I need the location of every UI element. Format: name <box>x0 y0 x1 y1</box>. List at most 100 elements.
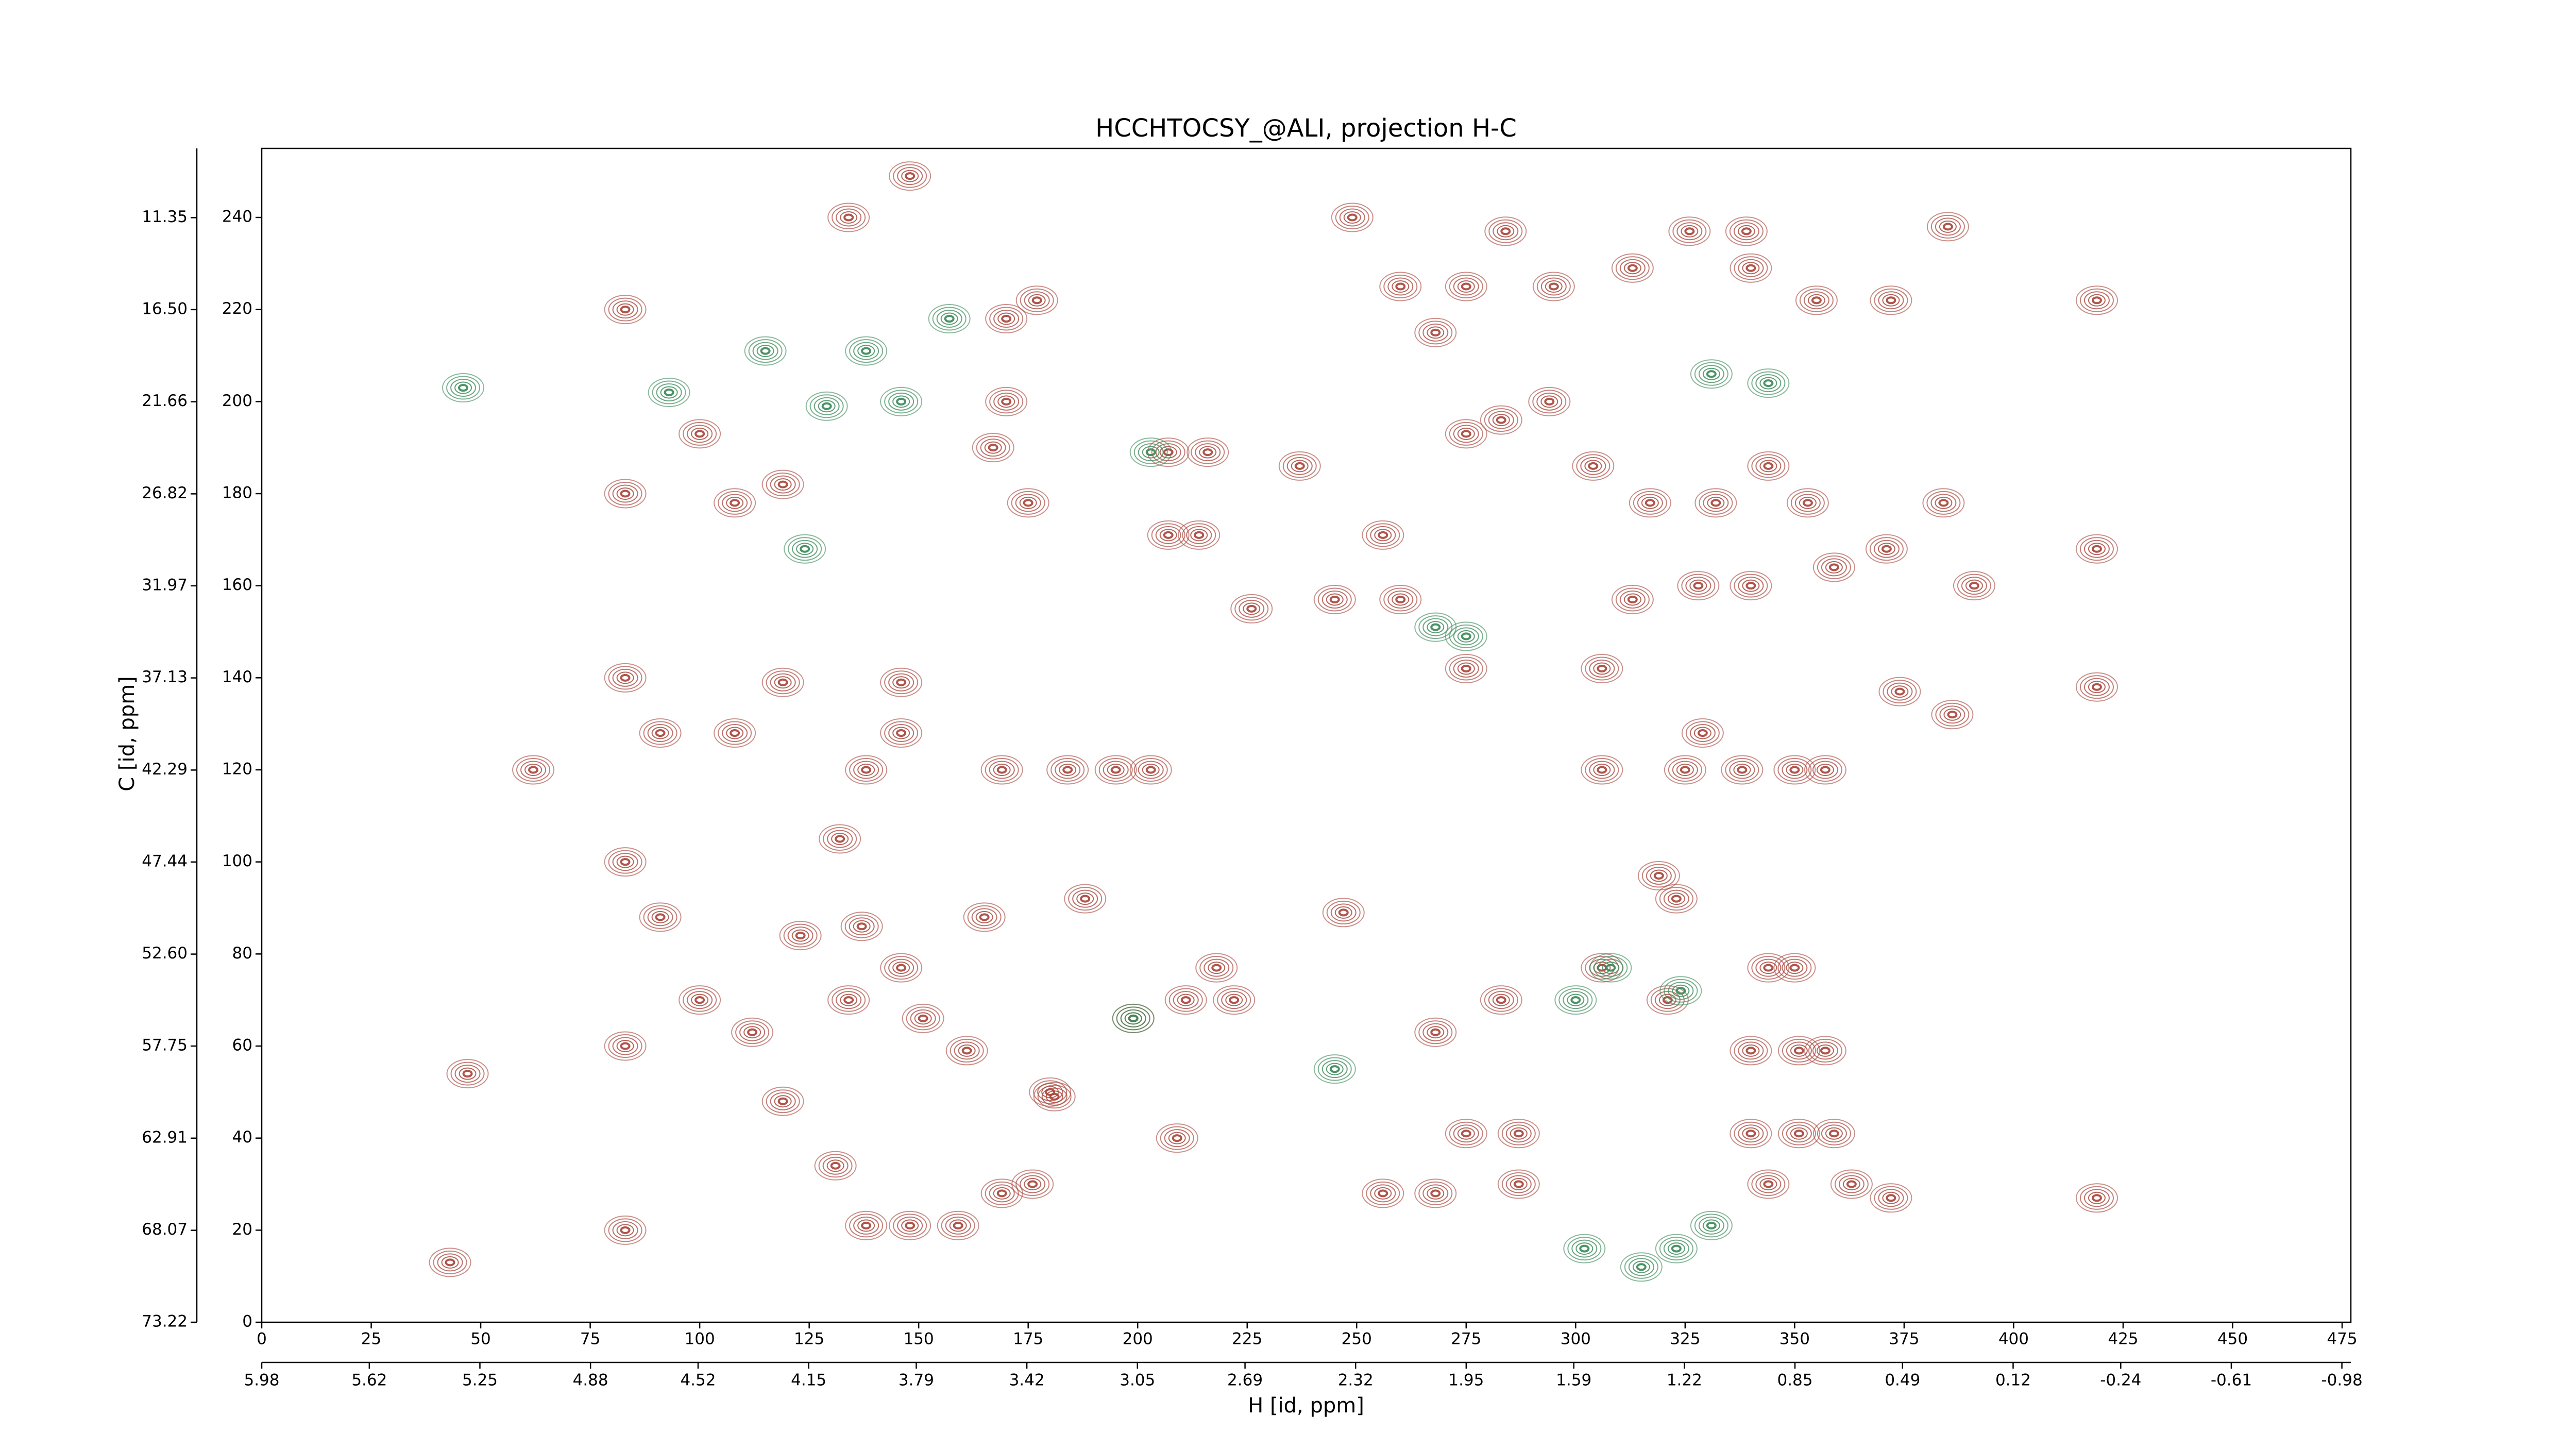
contour-level <box>1041 1086 1059 1099</box>
contour-level <box>1926 212 1969 242</box>
contour-level <box>1751 454 1786 478</box>
contour-level <box>892 395 910 408</box>
contour-level <box>1190 529 1208 542</box>
contour-level <box>1532 390 1567 414</box>
peak <box>1655 1234 1698 1263</box>
peak <box>1690 359 1733 389</box>
contour-level <box>1414 1178 1457 1208</box>
contour-level <box>1124 1012 1142 1025</box>
contour-level <box>1733 222 1759 241</box>
contour-level <box>1567 993 1585 1006</box>
contour-level <box>1151 440 1185 464</box>
peak <box>1572 451 1615 481</box>
contour-level <box>1217 988 1251 1012</box>
contour-level <box>1204 958 1230 977</box>
peak <box>604 479 647 509</box>
peak <box>1322 898 1365 928</box>
contour-level <box>608 1218 642 1242</box>
contour-level <box>648 377 690 407</box>
contour-level <box>1133 440 1168 464</box>
contour-level <box>845 336 888 366</box>
contour-level <box>1037 1085 1072 1109</box>
contour-level <box>1461 632 1471 641</box>
contour-level <box>784 534 826 564</box>
contour-level <box>1684 227 1695 235</box>
contour-level <box>1449 624 1483 648</box>
contour-level <box>1330 903 1357 922</box>
contour-level <box>2083 678 2110 696</box>
peak <box>1786 488 1829 518</box>
contour-level <box>1164 985 1207 1015</box>
contour-layer <box>429 161 2118 1282</box>
contour-level <box>1343 211 1361 224</box>
contour-level <box>1650 988 1685 1012</box>
contour-level <box>1544 397 1555 406</box>
contour-level <box>1023 499 1033 507</box>
peak <box>1637 861 1680 890</box>
contour-level <box>1094 755 1137 785</box>
contour-level <box>1156 1123 1198 1153</box>
contour-level <box>1151 523 1185 547</box>
contour-level <box>1777 758 1812 782</box>
contour-level <box>1747 368 1790 398</box>
peak <box>1156 1123 1198 1153</box>
contour-level <box>459 1067 477 1080</box>
contour-level <box>1629 488 1671 518</box>
x2-tick-label: 0.12 <box>1995 1371 2031 1390</box>
peak <box>1747 451 1790 481</box>
contour-level <box>1654 991 1681 1009</box>
contour-level <box>1816 1044 1834 1057</box>
peak <box>784 534 826 564</box>
contour-level <box>458 384 469 392</box>
contour-level <box>760 347 771 355</box>
contour-level <box>1961 577 1987 595</box>
x-tick-label: 475 <box>2327 1330 2357 1349</box>
contour-level <box>1755 457 1782 475</box>
contour-level <box>777 480 788 488</box>
contour-level <box>1828 1130 1839 1138</box>
contour-level <box>1677 571 1720 601</box>
contour-level <box>1445 419 1487 449</box>
contour-level <box>814 397 840 415</box>
contour-level <box>1427 1026 1445 1039</box>
contour-level <box>1939 705 1965 724</box>
contour-level <box>1378 531 1388 539</box>
contour-level <box>616 855 634 868</box>
contour-level <box>1821 1124 1847 1143</box>
contour-level <box>840 993 858 1006</box>
contour-level <box>1710 499 1721 507</box>
contour-level <box>1496 996 1506 1004</box>
contour-level <box>1623 593 1641 606</box>
contour-level <box>616 303 634 316</box>
contour-level <box>892 962 910 974</box>
contour-level <box>843 996 854 1004</box>
contour-level <box>1947 711 1958 719</box>
contour-level <box>1689 724 1716 743</box>
contour-level <box>1133 758 1168 782</box>
peak <box>1331 203 1374 232</box>
contour-level <box>1031 296 1042 305</box>
contour-level <box>1734 574 1768 598</box>
peak <box>1730 571 1772 601</box>
contour-level <box>896 678 907 686</box>
peak <box>604 295 647 325</box>
contour-level <box>1422 323 1449 342</box>
contour-level <box>1230 594 1273 624</box>
contour-level <box>1786 962 1804 974</box>
contour-level <box>1585 956 1619 980</box>
contour-level <box>972 433 1014 463</box>
peak <box>1033 1082 1076 1111</box>
contour-level <box>761 667 804 697</box>
contour-level <box>1755 374 1782 393</box>
contour-level <box>1615 256 1650 280</box>
x-tick-label: 300 <box>1561 1330 1591 1349</box>
contour-level <box>1619 259 1646 277</box>
contour-level <box>1500 227 1511 235</box>
contour-level <box>1213 985 1256 1015</box>
peak <box>845 1210 888 1240</box>
contour-level <box>1374 1187 1392 1200</box>
contour-level <box>608 297 642 322</box>
contour-level <box>651 911 669 923</box>
contour-level <box>604 847 647 877</box>
contour-level <box>1059 764 1077 776</box>
